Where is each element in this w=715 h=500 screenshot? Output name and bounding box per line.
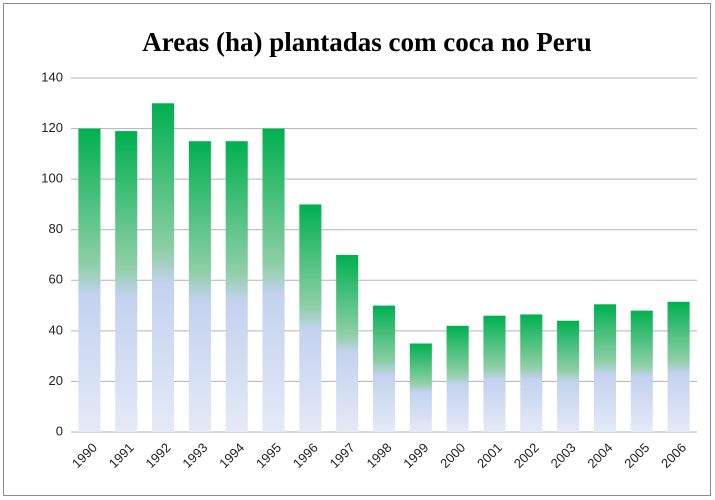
bar xyxy=(520,314,543,432)
bar xyxy=(152,103,175,433)
bar xyxy=(593,304,616,432)
y-tick-label: 60 xyxy=(49,272,63,287)
y-tick-label: 0 xyxy=(56,423,63,438)
chart-title: Areas (ha) plantadas com coca no Peru xyxy=(142,27,591,57)
bar xyxy=(409,343,432,432)
y-tick-label: 100 xyxy=(41,171,63,186)
bar xyxy=(225,141,248,432)
bar xyxy=(557,320,580,432)
bar xyxy=(336,255,359,432)
bar xyxy=(262,128,285,433)
bar xyxy=(115,131,138,432)
bar xyxy=(630,310,653,432)
y-tick-label: 20 xyxy=(49,373,63,388)
bar xyxy=(446,325,469,432)
bar xyxy=(483,315,506,432)
bar xyxy=(667,301,690,432)
y-tick-label: 40 xyxy=(49,322,63,337)
bar xyxy=(372,305,396,432)
bar xyxy=(188,141,211,432)
y-tick-label: 120 xyxy=(41,120,63,135)
bar xyxy=(78,128,101,433)
bar xyxy=(299,204,322,432)
y-tick-label: 80 xyxy=(49,221,63,236)
y-tick-label: 140 xyxy=(41,69,63,84)
